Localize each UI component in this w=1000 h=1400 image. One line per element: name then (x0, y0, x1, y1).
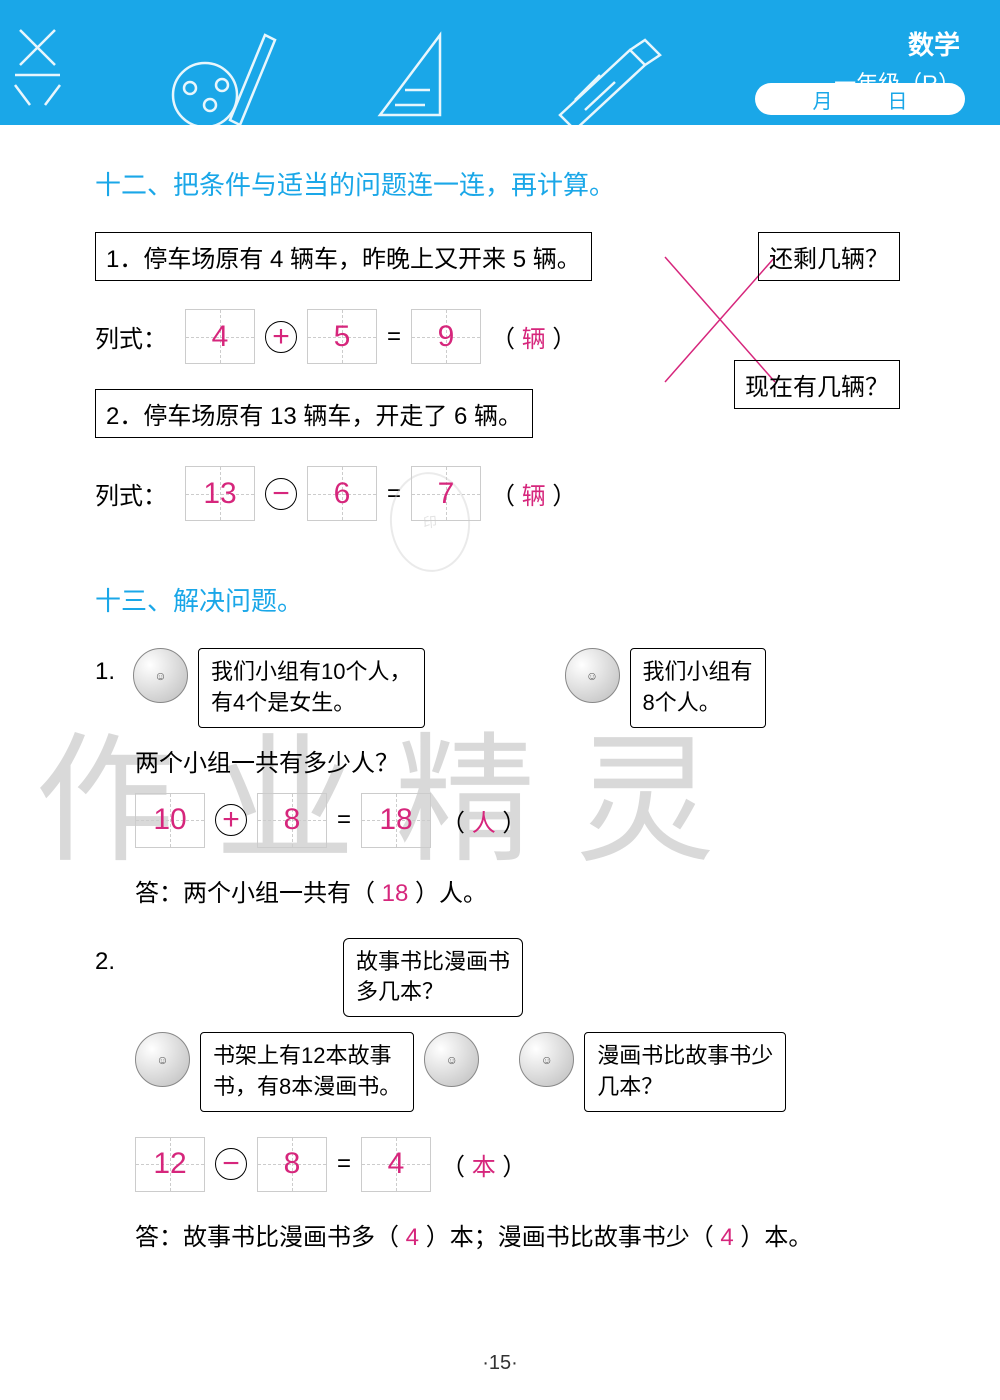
p2-ans-v1: 4 (406, 1224, 419, 1251)
eq1-b: 5 (307, 309, 377, 364)
p2-answer-line: 答：故事书比漫画书多（ 4 ）本；漫画书比故事书少（ 4 ）本。 (135, 1217, 920, 1252)
p2-ans-p2: ）本；漫画书比故事书少（ (426, 1224, 714, 1251)
q12-1-equation: 列式： 4 + 5 = 9 （ 辆 ） (95, 309, 920, 364)
p1-a: 10 (135, 793, 205, 848)
q12-right-2: 现在有几辆？ (734, 360, 900, 409)
p1-unit: （ 人 ） (441, 803, 526, 838)
p1-b: 8 (257, 793, 327, 848)
problem-1: 1. ☺ 我们小组有10个人， 有4个是女生。 ☺ 我们小组有 8个人。 两个小… (95, 648, 920, 908)
p2-a: 12 (135, 1137, 205, 1192)
p2-equals: = (337, 1150, 351, 1178)
p2-bubble-top: 故事书比漫画书 多几本？ (343, 938, 523, 1018)
eq-label: 列式： (95, 319, 167, 354)
p1-ans-val: 18 (382, 880, 409, 907)
day-label: 日 (888, 85, 908, 114)
month-label: 月 (813, 85, 833, 114)
p2-ans-v2: 4 (720, 1224, 733, 1251)
q12-right-1: 还剩几辆？ (758, 232, 900, 281)
eq2-unit: （ 辆 ） (491, 476, 576, 511)
p2-bubble-left: 书架上有12本故事 书，有8本漫画书。 (200, 1032, 414, 1112)
p2-unit: （ 本 ） (441, 1147, 526, 1182)
problem-2: 2. 故事书比漫画书 多几本？ ☺ 书架上有12本故事 书，有8本漫画书。 ☺ … (95, 938, 920, 1252)
p2-equation: 12 − 8 = 4 （ 本 ） (135, 1137, 920, 1192)
p1-number: 1. (95, 658, 115, 686)
subject-title: 数学 (834, 25, 960, 62)
avatar-girl2-icon: ☺ (135, 1032, 190, 1087)
avatar-boy3-icon: ☺ (519, 1032, 574, 1087)
q12-2-condition: 2．停车场原有 13 辆车，开走了 6 辆。 (95, 389, 533, 438)
p1-r: 18 (361, 793, 431, 848)
p1-equals: = (337, 806, 351, 834)
p2-bubble-right: 漫画书比故事书少 几本？ (584, 1032, 786, 1112)
p1-equation: 10 + 8 = 18 （ 人 ） (135, 793, 920, 848)
avatar-boy2-icon: ☺ (424, 1032, 479, 1087)
page-number: ·15· (0, 1352, 1000, 1375)
eq1-r: 9 (411, 309, 481, 364)
eq1-unit: （ 辆 ） (491, 319, 576, 354)
eq2-op: − (265, 478, 297, 510)
p1-op: + (215, 804, 247, 836)
eq2-b: 6 (307, 466, 377, 521)
p1-bubble-right: 我们小组有 8个人。 (630, 648, 766, 728)
eq1-op: + (265, 321, 297, 353)
p1-question: 两个小组一共有多少人？ (135, 743, 920, 778)
section12-title: 十二、把条件与适当的问题连一连，再计算。 (95, 165, 920, 202)
eq2-r: 7 (411, 466, 481, 521)
section12-body: 印 1．停车场原有 4 辆车，昨晚上又开来 5 辆。 还剩几辆？ 列式： 4 +… (95, 232, 920, 521)
avatar-girl-icon: ☺ (133, 648, 188, 703)
avatar-boy-icon: ☺ (565, 648, 620, 703)
eq2-a: 13 (185, 466, 255, 521)
q12-1-condition: 1．停车场原有 4 辆车，昨晚上又开来 5 辆。 (95, 232, 592, 281)
section13-body: 作业精灵 1. ☺ 我们小组有10个人， 有4个是女生。 ☺ 我们小组有 8个人… (95, 648, 920, 1252)
p2-number: 2. (95, 948, 115, 976)
p1-ans-prefix: 答：两个小组一共有（ (135, 880, 375, 907)
section13-title: 十三、解决问题。 (95, 581, 920, 618)
p2-r: 4 (361, 1137, 431, 1192)
q12-2-equation: 列式： 13 − 6 = 7 （ 辆 ） (95, 466, 920, 521)
p2-ans-p3: ）本。 (740, 1224, 812, 1251)
p2-b: 8 (257, 1137, 327, 1192)
p1-answer-line: 答：两个小组一共有（ 18 ）人。 (135, 873, 920, 908)
p2-ans-p1: 答：故事书比漫画书多（ (135, 1224, 399, 1251)
p1-bubble-left: 我们小组有10个人， 有4个是女生。 (198, 648, 424, 728)
eq-label-2: 列式： (95, 476, 167, 511)
equals-sign: = (387, 323, 401, 351)
p2-op: − (215, 1148, 247, 1180)
p1-ans-suffix: ）人。 (415, 880, 487, 907)
eq1-a: 4 (185, 309, 255, 364)
page-header: 数学 一年级（R） 月 日 (0, 0, 1000, 125)
date-pill: 月 日 (755, 83, 965, 115)
